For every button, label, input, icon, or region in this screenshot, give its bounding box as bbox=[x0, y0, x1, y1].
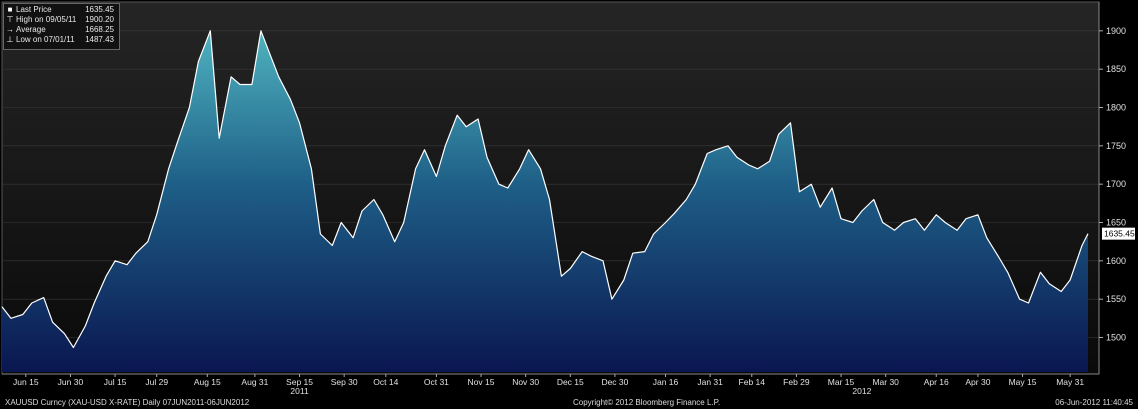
last-price-tag-label: 1635.45 bbox=[1104, 229, 1135, 239]
legend-high-label: High on 09/05/11 bbox=[16, 15, 77, 24]
x-tick-label: Apr 30 bbox=[965, 377, 990, 387]
x-tick-label: Aug 31 bbox=[241, 377, 268, 387]
legend-last-price: ■ Last Price 1635.45 bbox=[6, 5, 117, 15]
last-price-tag-box bbox=[1102, 227, 1135, 240]
x-tick-label: Jun 30 bbox=[58, 377, 84, 387]
copyright-notice: Copyright© 2012 Bloomberg Finance L.P. bbox=[573, 398, 721, 407]
x-tick-label: Sep 30 bbox=[331, 377, 358, 387]
x-tick-label: Nov 30 bbox=[512, 377, 539, 387]
x-tick-label: Apr 16 bbox=[924, 377, 949, 387]
x-tick-label: Jun 15 bbox=[13, 377, 39, 387]
y-tick-label: 1750 bbox=[1106, 141, 1126, 151]
high-marker-icon: ⊤ bbox=[6, 15, 14, 24]
x-tick-label: Feb 14 bbox=[739, 377, 766, 387]
price-line-series bbox=[1, 30, 1089, 349]
legend-low-value: 1487.43 bbox=[85, 35, 114, 44]
x-tick-label: Oct 14 bbox=[373, 377, 398, 387]
x-tick-label: Jan 16 bbox=[653, 377, 679, 387]
y-tick-label: 1600 bbox=[1106, 256, 1126, 266]
legend-average-value: 1668.25 bbox=[85, 25, 114, 34]
legend-average: → Average 1668.25 bbox=[6, 25, 117, 35]
x-tick-label: Jul 29 bbox=[145, 377, 168, 387]
y-tick-label: 1650 bbox=[1106, 218, 1126, 228]
x-tick-label: Nov 15 bbox=[468, 377, 495, 387]
x-tick-label: Feb 29 bbox=[783, 377, 810, 387]
x-tick-label: Jul 15 bbox=[104, 377, 127, 387]
x-tick-label: Mar 30 bbox=[872, 377, 899, 387]
x-tick-label: Mar 15 bbox=[828, 377, 855, 387]
chart-footer: XAUUSD Curncy (XAU-USD X-RATE) Daily 07J… bbox=[0, 397, 1138, 409]
low-marker-icon: ⊥ bbox=[6, 35, 14, 44]
legend-high: ⊤ High on 09/05/11 1900.20 bbox=[6, 15, 117, 25]
legend-last-price-value: 1635.45 bbox=[85, 5, 114, 14]
x-tick-label: May 31 bbox=[1056, 377, 1084, 387]
year-label: 2011 bbox=[290, 386, 309, 396]
legend-low: ⊥ Low on 07/01/11 1487.43 bbox=[6, 35, 117, 45]
y-tick-label: 1500 bbox=[1106, 333, 1126, 343]
x-tick-label: Oct 31 bbox=[424, 377, 449, 387]
x-tick-label: Aug 15 bbox=[194, 377, 221, 387]
chart-legend: ■ Last Price 1635.45 ⊤ High on 09/05/11 … bbox=[3, 3, 120, 50]
x-tick-label: May 15 bbox=[1009, 377, 1037, 387]
price-area-fill bbox=[2, 30, 1088, 373]
security-description: XAUUSD Curncy (XAU-USD X-RATE) Daily 07J… bbox=[5, 398, 250, 407]
timestamp: 06-Jun-2012 11:40:45 bbox=[1055, 398, 1133, 407]
y-tick-label: 1700 bbox=[1106, 179, 1126, 189]
legend-high-value: 1900.20 bbox=[85, 15, 114, 24]
last-price-square-icon: ■ bbox=[7, 5, 13, 14]
y-tick-label: 1550 bbox=[1106, 294, 1126, 304]
x-tick-label: Sep 15 bbox=[286, 377, 313, 387]
x-tick-label: Dec 15 bbox=[557, 377, 584, 387]
average-marker-icon: → bbox=[6, 25, 14, 34]
x-tick-label: Dec 30 bbox=[601, 377, 628, 387]
last-price-tag: 1635.45 bbox=[1102, 227, 1135, 240]
y-tick-label: 1900 bbox=[1106, 26, 1126, 36]
year-label: 2012 bbox=[852, 386, 871, 396]
y-axis-ticks: 1500 1550 1600 1650 1700 1750 1800 1850 1900 bbox=[1099, 26, 1126, 343]
y-tick-label: 1850 bbox=[1106, 64, 1126, 74]
x-axis-ticks: Jun 15 Jun 30 Jul 15 Jul 29 Aug 15 Aug 31 Sep … bbox=[13, 374, 1084, 396]
x-tick-label: Jan 31 bbox=[697, 377, 723, 387]
legend-average-label: Average bbox=[16, 25, 46, 34]
legend-low-label: Low on 07/01/11 bbox=[16, 35, 75, 44]
legend-last-price-label: Last Price bbox=[16, 5, 52, 14]
y-tick-label: 1800 bbox=[1106, 103, 1126, 113]
